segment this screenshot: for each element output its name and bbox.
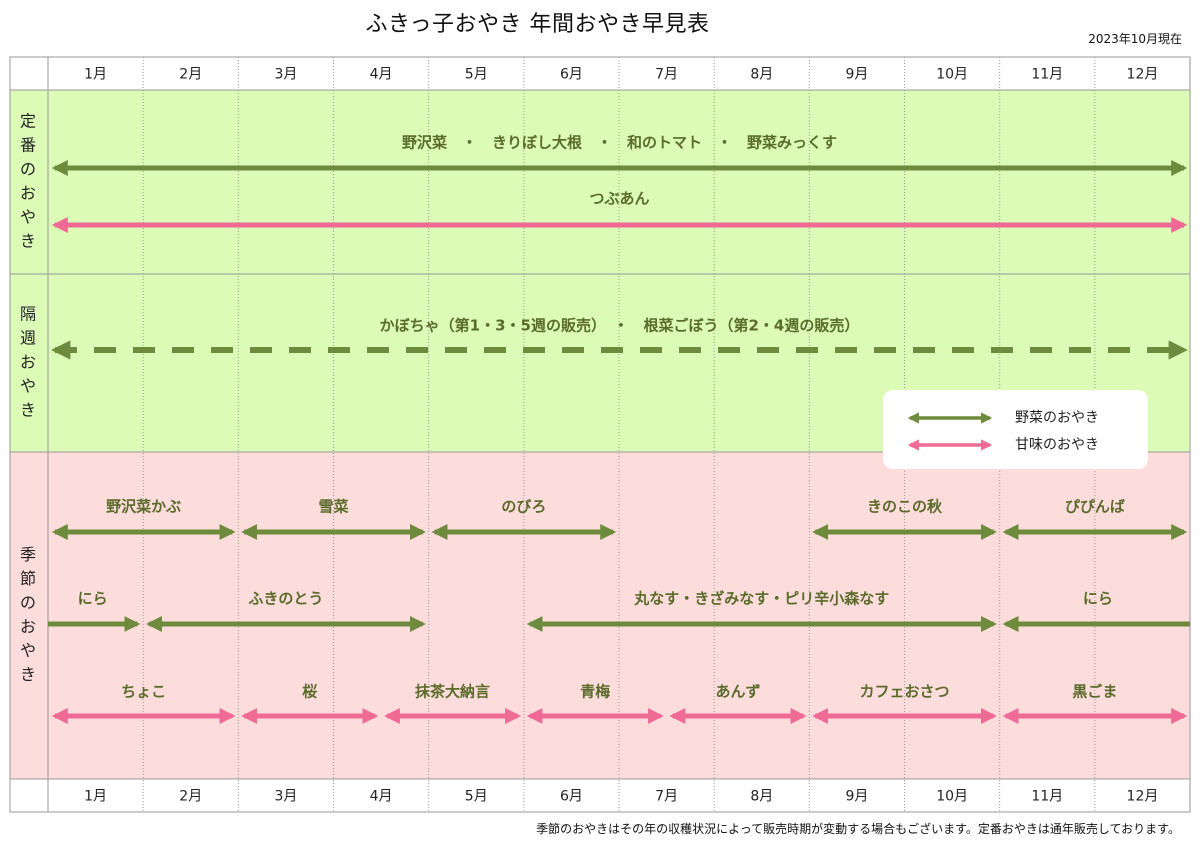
schedule-label: あんず bbox=[715, 683, 760, 701]
schedule-label: カフェおさつ bbox=[860, 683, 950, 701]
section-label-char: 節 bbox=[20, 569, 36, 588]
month-label-top: 6月 bbox=[560, 67, 583, 83]
month-label-top: 1月 bbox=[84, 67, 107, 83]
section-label-char: 番 bbox=[20, 136, 36, 155]
month-label-top: 4月 bbox=[370, 67, 393, 83]
month-header-bottom bbox=[9, 778, 1191, 813]
legend-box bbox=[883, 390, 1148, 469]
section-band-seasonal bbox=[10, 452, 1190, 779]
month-label-top: 3月 bbox=[274, 67, 297, 83]
schedule-label: 青梅 bbox=[580, 683, 610, 701]
as-of-date: 2023年10月現在 bbox=[1088, 32, 1182, 46]
schedule-label: きのこの秋 bbox=[867, 498, 943, 516]
legend-label: 甘味のおやき bbox=[1015, 437, 1099, 453]
month-label-top: 9月 bbox=[845, 67, 868, 83]
month-label-top: 12月 bbox=[1127, 67, 1159, 83]
section-label-char: 定 bbox=[20, 112, 36, 131]
schedule-label: 野沢菜かぶ bbox=[106, 498, 181, 516]
section-label-char: き bbox=[20, 665, 36, 684]
month-label-bottom: 9月 bbox=[845, 789, 868, 805]
month-label-bottom: 8月 bbox=[750, 789, 773, 805]
month-label-bottom: 3月 bbox=[274, 789, 297, 805]
section-label-char: の bbox=[20, 160, 36, 179]
schedule-label: 丸なす・きざみなす・ピリ辛小森なす bbox=[633, 590, 889, 608]
section-label-char: き bbox=[20, 232, 36, 251]
month-label-top: 7月 bbox=[655, 67, 678, 83]
schedule-label: 桜 bbox=[302, 683, 317, 701]
schedule-label: 抹茶大納言 bbox=[415, 683, 490, 701]
section-label-char: や bbox=[20, 377, 36, 396]
month-label-top: 11月 bbox=[1031, 67, 1063, 83]
section-label-char: 週 bbox=[20, 329, 36, 348]
month-label-bottom: 1月 bbox=[84, 789, 107, 805]
section-label-char: お bbox=[20, 617, 36, 636]
month-label-top: 2月 bbox=[179, 67, 202, 83]
schedule-label: にら bbox=[78, 590, 108, 608]
schedule-label: ぴぴんば bbox=[1065, 498, 1125, 516]
month-label-bottom: 2月 bbox=[179, 789, 202, 805]
page-title: ふきっ子おやき 年間おやき早見表 bbox=[365, 12, 710, 37]
legend-label: 野菜のおやき bbox=[1015, 410, 1099, 426]
schedule-label: のびろ bbox=[501, 498, 546, 516]
section-label-char: や bbox=[20, 208, 36, 227]
schedule-label: にら bbox=[1083, 590, 1113, 608]
month-label-bottom: 6月 bbox=[560, 789, 583, 805]
month-label-top: 8月 bbox=[750, 67, 773, 83]
month-label-bottom: 12月 bbox=[1127, 789, 1159, 805]
schedule-label: かぼちゃ（第1・3・5週の販売） ・ 根菜ごぼう（第2・4週の販売） bbox=[380, 317, 860, 335]
schedule-label: 野沢菜 ・ きりぼし大根 ・ 和のトマト ・ 野菜みっくす bbox=[402, 134, 837, 152]
section-band-regular bbox=[10, 90, 1190, 274]
schedule-label: つぶあん bbox=[589, 190, 649, 208]
month-label-bottom: 5月 bbox=[465, 789, 488, 805]
section-label-char: お bbox=[20, 184, 36, 203]
section-label-char: の bbox=[20, 593, 36, 612]
month-label-top: 10月 bbox=[936, 67, 968, 83]
section-label-char: や bbox=[20, 641, 36, 660]
section-label-char: 隔 bbox=[20, 305, 36, 324]
schedule-label: ちょこ bbox=[121, 683, 166, 701]
month-label-bottom: 11月 bbox=[1031, 789, 1063, 805]
section-label-char: お bbox=[20, 353, 36, 372]
schedule-label: 黒ごま bbox=[1072, 683, 1117, 701]
section-label-char: き bbox=[20, 401, 36, 420]
footnote: 季節のおやきはその年の収穫状況によって販売時期が変動する場合もございます。定番お… bbox=[536, 822, 1180, 836]
month-label-bottom: 7月 bbox=[655, 789, 678, 805]
month-label-bottom: 4月 bbox=[370, 789, 393, 805]
section-label-char: 季 bbox=[20, 545, 36, 564]
schedule-label: 雪菜 bbox=[319, 498, 349, 516]
month-label-top: 5月 bbox=[465, 67, 488, 83]
month-label-bottom: 10月 bbox=[936, 789, 968, 805]
schedule-label: ふきのとう bbox=[248, 590, 323, 608]
